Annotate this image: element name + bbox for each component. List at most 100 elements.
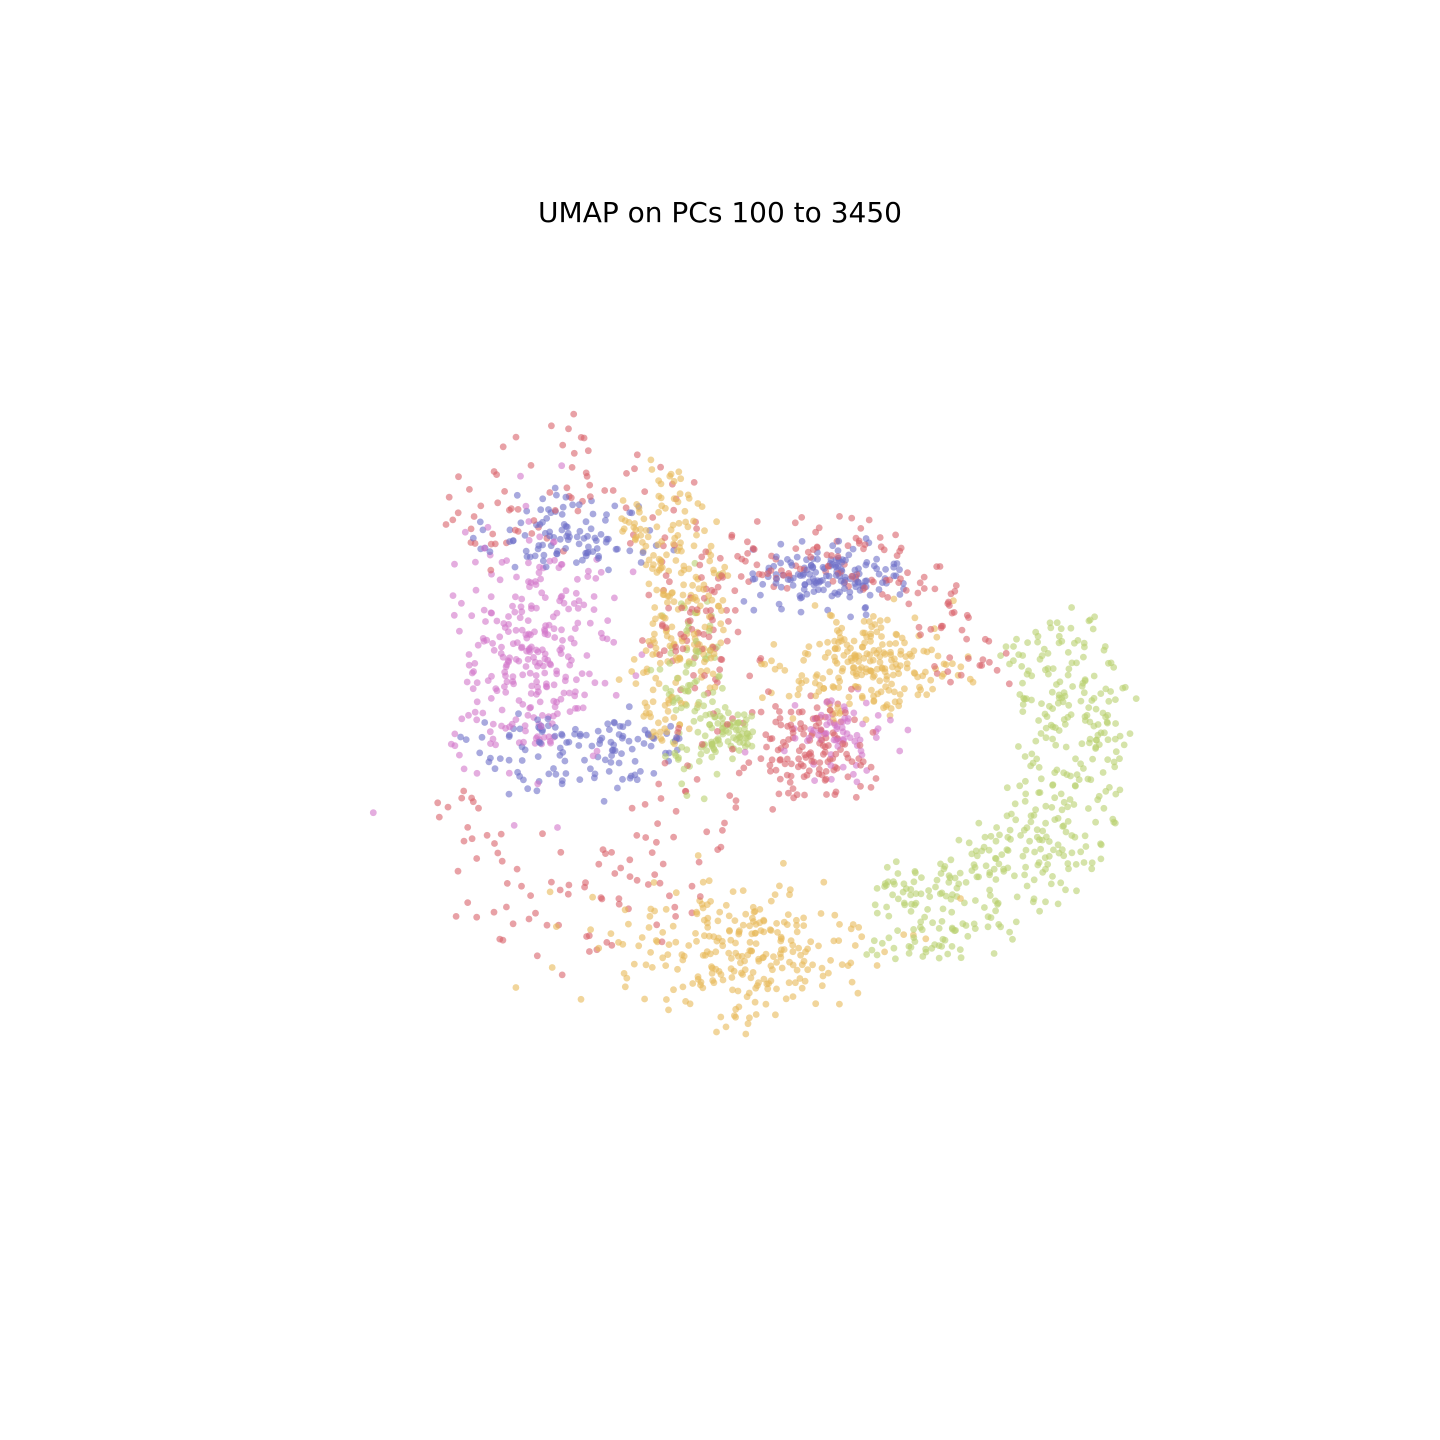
chart-title: UMAP on PCs 100 to 3450 xyxy=(538,196,902,229)
scatter-point xyxy=(629,568,637,576)
scatter-point xyxy=(831,791,839,798)
scatter-point xyxy=(1023,882,1031,890)
scatter-point xyxy=(699,878,707,886)
scatter-point xyxy=(473,698,481,706)
scatter-point xyxy=(874,690,882,698)
scatter-point xyxy=(777,953,785,961)
scatter-point xyxy=(760,975,768,983)
scatter-point xyxy=(457,733,464,741)
scatter-point xyxy=(794,763,802,771)
scatter-point xyxy=(1037,775,1045,783)
scatter-point xyxy=(779,738,787,746)
scatter-point xyxy=(533,952,541,960)
scatter-point xyxy=(1065,865,1072,873)
scatter-point xyxy=(452,913,460,920)
scatter-point xyxy=(694,728,702,736)
scatter-point xyxy=(483,636,491,644)
scatter-point xyxy=(1010,657,1017,665)
scatter-point xyxy=(823,721,831,729)
scatter-point xyxy=(927,676,935,684)
scatter-point xyxy=(539,712,546,719)
scatter-point xyxy=(845,551,853,559)
scatter-point xyxy=(744,550,751,557)
scatter-point xyxy=(1003,784,1011,792)
scatter-point xyxy=(847,644,854,652)
scatter-point xyxy=(1082,843,1090,850)
scatter-point xyxy=(548,964,556,971)
scatter-point xyxy=(518,757,526,764)
scatter-point xyxy=(899,888,907,896)
scatter-point xyxy=(701,623,709,631)
scatter-point xyxy=(647,905,655,913)
scatter-point xyxy=(751,998,759,1006)
scatter-point xyxy=(655,508,662,516)
scatter-point xyxy=(892,660,900,668)
scatter-point xyxy=(848,572,856,580)
scatter-point xyxy=(900,899,908,907)
scatter-point xyxy=(566,661,574,669)
scatter-point xyxy=(657,494,665,502)
scatter-point xyxy=(795,755,802,763)
scatter-point xyxy=(868,946,876,954)
scatter-point xyxy=(669,521,677,529)
scatter-point xyxy=(892,640,900,647)
scatter-point xyxy=(963,635,970,643)
scatter-point xyxy=(534,780,542,788)
scatter-point xyxy=(824,638,831,646)
scatter-point xyxy=(869,729,877,736)
scatter-point xyxy=(580,434,588,442)
scatter-point xyxy=(857,761,864,769)
scatter-point xyxy=(666,892,673,900)
scatter-point xyxy=(731,587,739,595)
scatter-point xyxy=(772,1011,779,1019)
scatter-point xyxy=(868,623,876,631)
scatter-point xyxy=(647,713,654,721)
scatter-point xyxy=(645,924,653,931)
scatter-point xyxy=(722,901,730,909)
scatter-point xyxy=(870,937,878,945)
scatter-point xyxy=(683,627,691,635)
scatter-point xyxy=(835,638,842,646)
scatter-point xyxy=(522,727,529,735)
scatter-point xyxy=(479,526,487,534)
scatter-point xyxy=(839,740,847,748)
scatter-point xyxy=(679,983,687,991)
scatter-point xyxy=(874,725,882,732)
scatter-point xyxy=(619,940,627,948)
scatter-point xyxy=(746,938,754,946)
scatter-point xyxy=(792,545,800,552)
scatter-point xyxy=(888,656,895,664)
scatter-point xyxy=(493,617,501,625)
scatter-point xyxy=(548,878,555,886)
scatter-point xyxy=(716,908,724,916)
scatter-point xyxy=(553,667,560,675)
scatter-point xyxy=(828,612,835,620)
scatter-point xyxy=(544,656,552,664)
scatter-point xyxy=(907,943,915,951)
scatter-point xyxy=(978,662,986,669)
scatter-point xyxy=(536,698,544,706)
scatter-point xyxy=(1006,928,1013,936)
scatter-point xyxy=(965,655,972,662)
scatter-point xyxy=(825,969,832,977)
scatter-point xyxy=(798,984,806,992)
scatter-point xyxy=(666,578,673,586)
scatter-point xyxy=(957,954,965,962)
scatter-point xyxy=(795,677,803,685)
scatter-point xyxy=(712,948,720,956)
scatter-point xyxy=(1032,806,1039,814)
scatter-point xyxy=(456,627,463,635)
scatter-point xyxy=(501,683,508,690)
scatter-point xyxy=(766,761,774,769)
scatter-point xyxy=(802,948,809,956)
scatter-point xyxy=(888,680,895,688)
scatter-point xyxy=(435,813,443,821)
scatter-point xyxy=(673,674,681,682)
scatter-point xyxy=(789,785,797,792)
scatter-point xyxy=(649,698,657,706)
scatter-point xyxy=(742,1030,750,1038)
scatter-point xyxy=(841,585,848,592)
scatter-point xyxy=(1026,837,1033,845)
scatter-point xyxy=(678,743,686,751)
scatter-point xyxy=(1035,717,1042,724)
